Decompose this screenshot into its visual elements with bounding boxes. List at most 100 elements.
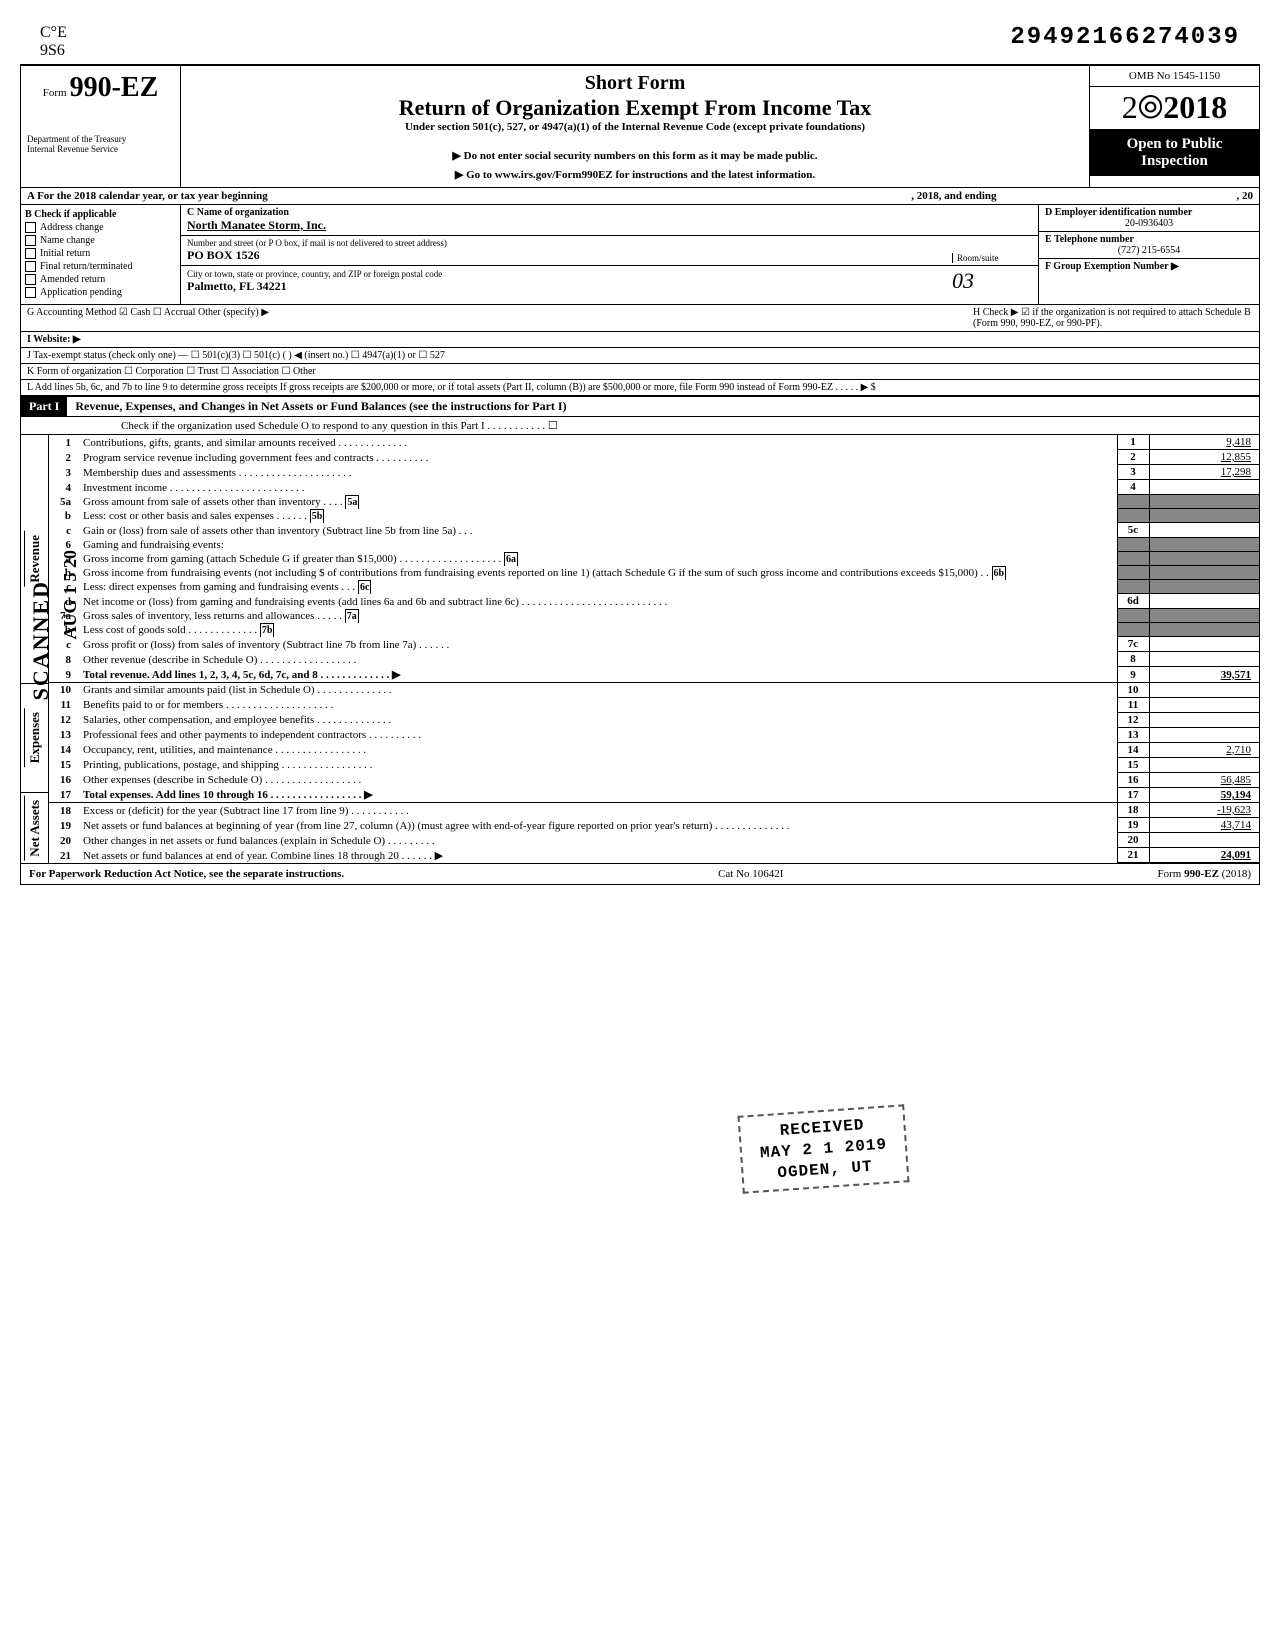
line-16: 16Other expenses (describe in Schedule O… <box>49 772 1259 787</box>
row-a-tax-year: A For the 2018 calendar year, or tax yea… <box>21 188 1259 205</box>
dept-treasury: Department of the Treasury Internal Reve… <box>27 134 174 154</box>
handwritten-03: 03 <box>952 268 1032 294</box>
line-20: 20Other changes in net assets or fund ba… <box>49 833 1259 848</box>
side-net-assets: Net Assets <box>24 796 45 861</box>
dln-number: 29492166274039 <box>1010 24 1240 60</box>
omb-number: OMB No 1545-1150 <box>1090 66 1259 87</box>
line-15: 15Printing, publications, postage, and s… <box>49 757 1259 772</box>
val-3: 17,298 <box>1149 465 1259 480</box>
check-label: Amended return <box>40 274 105 285</box>
val-21: 24,091 <box>1149 848 1259 863</box>
part1-check-line: Check if the organization used Schedule … <box>21 417 1259 435</box>
val-19: 43,714 <box>1149 818 1259 833</box>
row-g: G Accounting Method ☑ Cash ☐ Accrual Oth… <box>21 305 1259 332</box>
row-i: I Website: ▶ <box>21 332 1259 348</box>
form-header: Form 990-EZ Department of the Treasury I… <box>21 66 1259 188</box>
footer-mid: Cat No 10642I <box>718 868 783 880</box>
line-13: 13Professional fees and other payments t… <box>49 727 1259 742</box>
line-6: 6Gaming and fundraising events: <box>49 538 1259 552</box>
row-k-text: K Form of organization ☐ Corporation ☐ T… <box>27 366 316 377</box>
row-k: K Form of organization ☐ Corporation ☐ T… <box>21 364 1259 380</box>
check-final-return[interactable]: Final return/terminated <box>25 261 176 272</box>
block-bcdef: B Check if applicable Address change Nam… <box>21 205 1259 305</box>
row-g-text: G Accounting Method ☑ Cash ☐ Accrual Oth… <box>27 307 973 329</box>
label-room: Room/suite <box>957 253 1032 263</box>
val-9: 39,571 <box>1149 667 1259 683</box>
label-phone: E Telephone number <box>1045 234 1253 245</box>
scanned-stamp: SCANNED <box>28 580 54 700</box>
desc-6c: Less: direct expenses from gaming and fu… <box>83 581 355 593</box>
desc-6b: Gross income from fundraising events (no… <box>83 567 989 579</box>
side-expenses: Expenses <box>24 708 45 767</box>
label-city: City or town, state or province, country… <box>187 269 952 279</box>
form-page: Form 990-EZ Department of the Treasury I… <box>20 65 1260 885</box>
side-revenue: Revenue <box>24 531 45 587</box>
org-name: North Manatee Storm, Inc. <box>187 218 1032 233</box>
line-6d: dNet income or (loss) from gaming and fu… <box>49 594 1259 609</box>
main-grid: Revenue Expenses Net Assets 1Contributio… <box>21 435 1259 863</box>
line-21: 21Net assets or fund balances at end of … <box>49 848 1259 863</box>
tax-year: 2⦾2018 <box>1090 87 1259 130</box>
label-group-exemption: F Group Exemption Number ▶ <box>1045 261 1253 272</box>
mbox-7b: 7b <box>260 623 275 637</box>
check-name-change[interactable]: Name change <box>25 235 176 246</box>
desc-5a: Gross amount from sale of assets other t… <box>83 496 343 508</box>
city-state-zip: Palmetto, FL 34221 <box>187 279 952 294</box>
desc-5b: Less: cost or other basis and sales expe… <box>83 510 307 522</box>
row-h-text: H Check ▶ ☑ if the organization is not r… <box>973 307 1253 329</box>
section-b-title: B Check if applicable <box>25 209 176 220</box>
line-6b: bGross income from fundraising events (n… <box>49 566 1259 580</box>
line-9: 9Total revenue. Add lines 1, 2, 3, 4, 5c… <box>49 667 1259 683</box>
return-title: Return of Organization Exempt From Incom… <box>189 95 1081 121</box>
line-11: 11Benefits paid to or for members . . . … <box>49 697 1259 712</box>
val-18: -19,623 <box>1149 803 1259 818</box>
row-a-right: , 20 <box>1237 190 1254 202</box>
val-14: 2,710 <box>1149 742 1259 757</box>
date-stamp: AUG 1 5 20 <box>60 550 81 640</box>
line-4: 4Investment income . . . . . . . . . . .… <box>49 480 1259 495</box>
check-label: Name change <box>40 235 95 246</box>
line-5b: bLess: cost or other basis and sales exp… <box>49 509 1259 523</box>
rows-container: 1Contributions, gifts, grants, and simil… <box>49 435 1259 863</box>
mbox-6b: 6b <box>992 566 1007 580</box>
stamp-cpe: C°E9S6 <box>40 24 67 60</box>
form-lines-table: 1Contributions, gifts, grants, and simil… <box>49 435 1259 863</box>
header-left: Form 990-EZ Department of the Treasury I… <box>21 66 181 187</box>
form-prefix: Form <box>43 87 67 99</box>
line-18: 18Excess or (deficit) for the year (Subt… <box>49 803 1259 818</box>
check-amended[interactable]: Amended return <box>25 274 176 285</box>
check-label: Address change <box>40 222 104 233</box>
mbox-6a: 6a <box>504 552 518 566</box>
row-l: L Add lines 5b, 6c, and 7b to line 9 to … <box>21 380 1259 396</box>
warning-2: ▶ Go to www.irs.gov/Form990EZ for instru… <box>189 168 1081 181</box>
line-10: 10Grants and similar amounts paid (list … <box>49 682 1259 697</box>
line-14: 14Occupancy, rent, utilities, and mainte… <box>49 742 1259 757</box>
desc-7b: Less cost of goods sold . . . . . . . . … <box>83 624 257 636</box>
line-6a: aGross income from gaming (attach Schedu… <box>49 552 1259 566</box>
check-label: Application pending <box>40 287 122 298</box>
row-i-text: I Website: ▶ <box>27 334 1253 345</box>
line-3: 3Membership dues and assessments . . . .… <box>49 465 1259 480</box>
line-17: 17Total expenses. Add lines 10 through 1… <box>49 787 1259 803</box>
check-initial-return[interactable]: Initial return <box>25 248 176 259</box>
ein: 20-0936403 <box>1045 218 1253 229</box>
part1-label: Part I <box>21 397 67 416</box>
form-number: 990-EZ <box>70 72 159 103</box>
header-center: Short Form Return of Organization Exempt… <box>181 66 1089 187</box>
open-to-public: Open to Public Inspection <box>1090 130 1259 176</box>
header-right: OMB No 1545-1150 2⦾2018 Open to Public I… <box>1089 66 1259 187</box>
section-def: D Employer identification number 20-0936… <box>1039 205 1259 304</box>
line-7c: cGross profit or (loss) from sales of in… <box>49 637 1259 652</box>
line-5c: cGain or (loss) from sale of assets othe… <box>49 523 1259 538</box>
part1-header-row: Part I Revenue, Expenses, and Changes in… <box>21 396 1259 417</box>
check-address-change[interactable]: Address change <box>25 222 176 233</box>
footer: For Paperwork Reduction Act Notice, see … <box>21 863 1259 884</box>
check-application-pending[interactable]: Application pending <box>25 287 176 298</box>
section-c: C Name of organization North Manatee Sto… <box>181 205 1039 304</box>
section-b: B Check if applicable Address change Nam… <box>21 205 181 304</box>
val-2: 12,855 <box>1149 450 1259 465</box>
check-label: Final return/terminated <box>40 261 132 272</box>
top-marks: C°E9S6 29492166274039 <box>20 20 1260 65</box>
desc-7a: Gross sales of inventory, less returns a… <box>83 610 342 622</box>
row-a-mid: , 2018, and ending <box>911 190 996 202</box>
